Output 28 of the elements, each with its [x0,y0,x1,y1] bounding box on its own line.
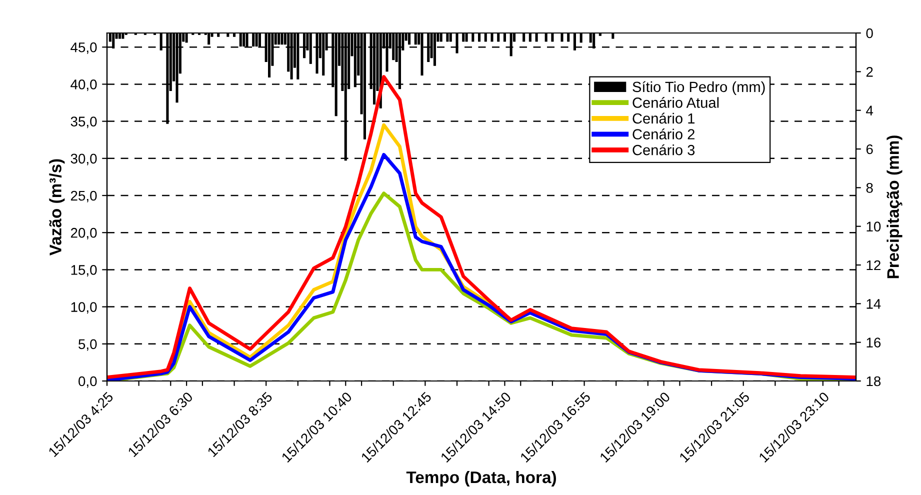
y-tick-label: 25,0 [70,190,97,202]
legend-label: Cenário 1 [632,112,694,124]
legend-label: Cenário Atual [632,96,719,108]
y2-tick-label: 14 [866,299,881,309]
y-tick-label: 45,0 [70,42,97,54]
y2-tick-label: 10 [866,222,881,232]
y2-tick-label: 8 [866,183,873,193]
y-tick-label: 35,0 [70,116,97,128]
y2-tick-label: 4 [866,106,874,116]
y2-axis-title: Precipitação (mm) [886,136,902,278]
legend-label: Sítio Tio Pedro (mm) [632,81,765,95]
y-tick-label: 40,0 [70,80,97,92]
y-tick-label: 0,0 [78,376,97,388]
legend-label: Cenário 3 [632,144,695,156]
y2-tick-label: 12 [866,260,880,270]
y-axis-title: Vazão (m³/s) [49,159,65,256]
y-tick-label: 30,0 [70,154,97,166]
y2-tick-label: 0 [866,28,873,38]
y-tick-label: 15,0 [71,265,97,277]
y2-tick-label: 16 [866,338,881,348]
y-tick-label: 20,0 [70,228,97,240]
y2-tick-label: 18 [866,376,881,386]
legend-label: Cenário 2 [632,128,694,140]
y-tick-label: 10,0 [71,302,97,314]
y-tick-label: 5,0 [78,339,97,351]
x-axis-title: Tempo (Data, hora) [406,470,556,486]
y2-tick-label: 2 [866,67,873,77]
y2-tick-label: 6 [866,144,873,154]
